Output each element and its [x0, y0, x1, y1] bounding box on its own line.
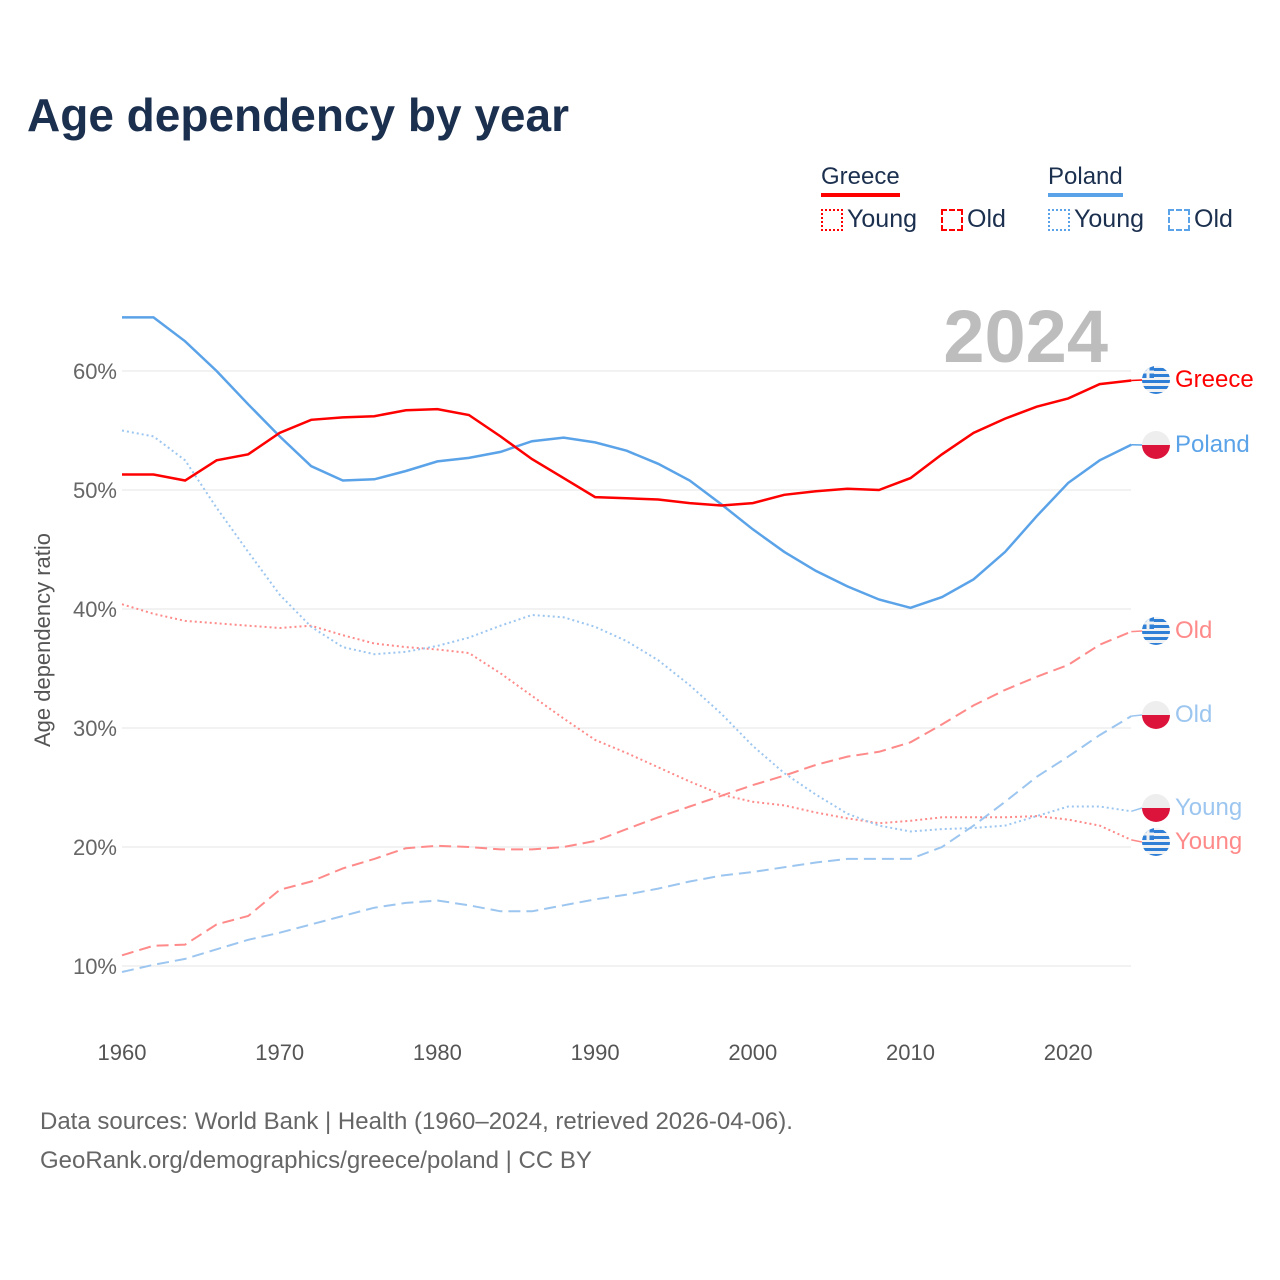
y-tick-label: 30% [73, 716, 117, 741]
poland-flag-icon [1142, 701, 1170, 729]
end-label-poland-old: Old [1175, 701, 1212, 728]
legend-poland-old[interactable]: Old [1168, 205, 1233, 234]
year-watermark: 2024 [943, 295, 1108, 378]
greece-flag-icon [1142, 828, 1170, 856]
legend-group-poland[interactable]: Poland [1048, 163, 1123, 197]
legend-greece-young[interactable]: Young [821, 205, 917, 234]
x-tick-label: 1960 [98, 1040, 147, 1065]
end-connector [1131, 714, 1143, 717]
legend-group-greece[interactable]: Greece [821, 163, 900, 197]
end-connector [1131, 630, 1143, 633]
greece-flag-icon [1142, 366, 1170, 394]
end-connector [1131, 807, 1143, 813]
end-label-greece-young: Young [1175, 828, 1242, 855]
footer-source: Data sources: World Bank | Health (1960–… [40, 1108, 793, 1135]
y-tick-label: 10% [73, 954, 117, 979]
dotted-swatch-icon [1048, 208, 1070, 231]
x-tick-label: 2000 [728, 1040, 777, 1065]
end-connector [1131, 839, 1143, 843]
end-label-poland-young: Young [1175, 794, 1242, 821]
dashed-swatch-icon [1168, 208, 1190, 231]
x-tick-label: 1970 [255, 1040, 304, 1065]
series-line-poland-old [121, 715, 1132, 973]
legend-label: Old [967, 205, 1006, 233]
dashed-swatch-icon [941, 208, 963, 231]
series-line-greece [122, 379, 1132, 507]
x-tick-label: 2010 [886, 1040, 935, 1065]
legend-poland-young[interactable]: Young [1048, 205, 1144, 234]
series-line-greece-old [121, 630, 1132, 957]
poland-flag-icon [1142, 794, 1170, 822]
chart-title: Age dependency by year [27, 89, 569, 141]
y-axis-label: Age dependency ratio [30, 533, 55, 747]
series-line-greece-young [121, 603, 1132, 841]
greece-flag-icon [1142, 617, 1170, 645]
x-tick-label: 1990 [571, 1040, 620, 1065]
end-label-poland: Poland [1175, 431, 1250, 458]
dotted-swatch-icon [821, 208, 843, 231]
poland-flag-icon [1142, 431, 1170, 459]
series-line-poland-young [121, 429, 1132, 833]
x-tick-label: 2020 [1044, 1040, 1093, 1065]
legend-label: Young [1074, 205, 1144, 233]
footer-link[interactable]: GeoRank.org/demographics/greece/poland |… [40, 1147, 592, 1174]
legend-label: Old [1194, 205, 1233, 233]
y-tick-label: 50% [73, 478, 117, 503]
end-connector [1131, 379, 1143, 382]
end-label-greece-old: Old [1175, 617, 1212, 644]
series-line-poland [122, 316, 1132, 610]
legend-label: Young [847, 205, 917, 233]
end-label-greece: Greece [1175, 366, 1254, 393]
x-tick-label: 1980 [413, 1040, 462, 1065]
y-tick-label: 40% [73, 597, 117, 622]
legend-greece-old[interactable]: Old [941, 205, 1006, 234]
y-tick-label: 60% [73, 359, 117, 384]
y-tick-label: 20% [73, 835, 117, 860]
